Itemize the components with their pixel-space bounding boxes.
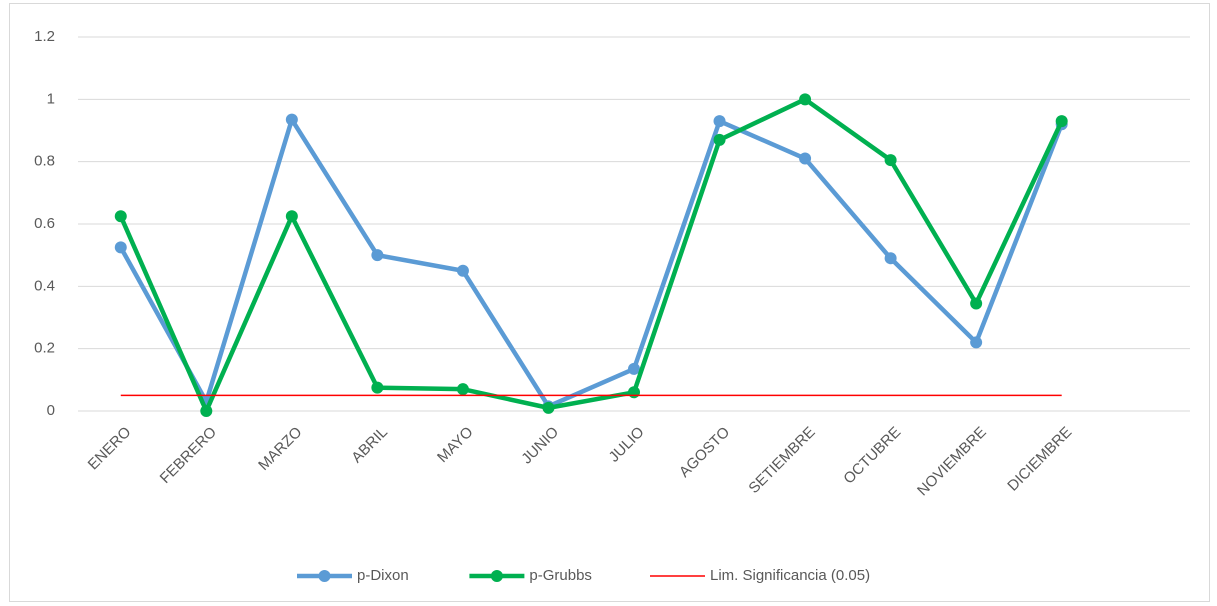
series-marker — [200, 405, 213, 417]
y-tick-label: 0.2 — [34, 340, 55, 357]
series-marker — [799, 93, 812, 106]
series-marker — [713, 115, 726, 128]
legend-label: p-Grubbs — [529, 567, 592, 584]
legend-marker — [490, 570, 503, 582]
series-marker — [1055, 115, 1068, 128]
series-marker — [371, 249, 384, 262]
series-marker — [884, 154, 897, 167]
series-marker — [628, 362, 640, 375]
legend-label: p-Dixon — [357, 567, 409, 584]
y-tick-label: 0 — [47, 402, 55, 419]
y-tick-label: 0.6 — [34, 215, 55, 232]
y-tick-label: 0.8 — [34, 153, 55, 170]
series-marker — [799, 152, 812, 165]
series-marker — [371, 381, 384, 394]
y-tick-label: 1 — [47, 90, 55, 107]
series-marker — [456, 264, 469, 277]
series-marker — [970, 297, 983, 310]
series-marker — [114, 241, 127, 254]
y-tick-label: 1.2 — [34, 28, 55, 45]
series-marker — [285, 210, 298, 223]
series-marker — [114, 210, 127, 223]
series-line — [118, 97, 1064, 414]
y-tick-label: 0.4 — [34, 277, 55, 294]
series-marker — [542, 401, 555, 414]
legend-label: Lim. Significancia (0.05) — [710, 567, 870, 584]
series-marker — [285, 113, 298, 126]
chart-border — [9, 3, 1210, 602]
series-marker — [713, 133, 726, 146]
series-marker — [884, 252, 897, 265]
series-marker — [628, 386, 640, 399]
series-line — [118, 117, 1064, 409]
series-marker — [970, 336, 983, 349]
series-marker — [456, 383, 469, 396]
legend-marker — [318, 570, 331, 582]
